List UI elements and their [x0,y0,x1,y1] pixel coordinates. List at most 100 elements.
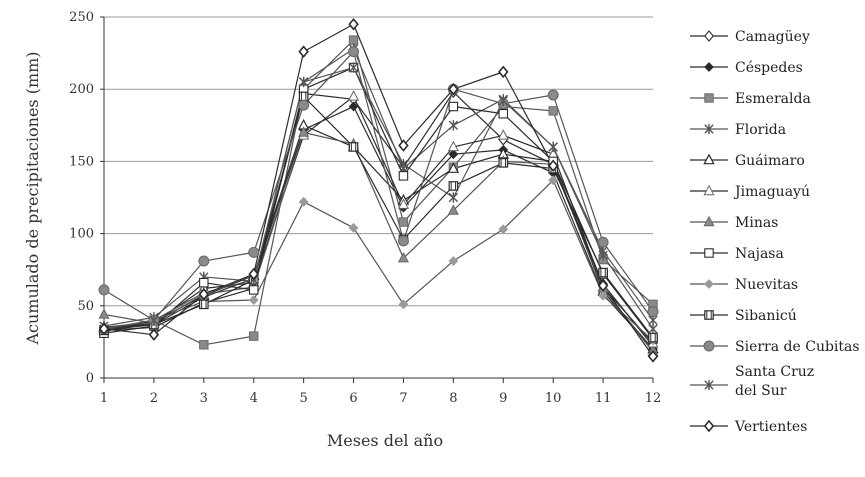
x-tick-label: 12 [645,391,662,406]
data-point-nuevitas [298,196,309,207]
legend-item-jimaguayu: Jimaguayú [690,184,810,200]
legend-label: Guáimaro [735,153,805,169]
series-lines [103,23,654,357]
series-line-nuevitas [103,179,654,341]
x-tick-label: 11 [595,391,612,406]
data-point-vertientes [647,350,659,363]
legend-swatch-marker [704,62,714,72]
data-point-minas [397,251,409,263]
data-point-jimaguayu [397,198,409,209]
data-point-sibanicu [498,158,509,168]
x-tick-label: 10 [545,391,562,406]
data-point-santa-cruz-del-sur [548,141,558,153]
legend-item-cespedes: Céspedes [690,60,803,76]
legend-label: del Sur [735,383,787,399]
legend-swatch-marker [704,123,714,135]
series-line-florida [103,48,654,327]
x-tick-label: 2 [150,391,158,406]
data-point-sibanicu [648,332,658,343]
legend-label: Sierra de Cubitas [735,339,860,355]
legend-label: Najasa [735,246,784,262]
x-tick-label: 9 [499,391,507,406]
data-point-minas [98,308,110,319]
series-markers [98,17,659,363]
legend-item-nuevitas: Nuevitas [690,277,798,293]
data-point-sierra-de-cubitas [198,255,210,267]
data-point-najasa [498,108,509,119]
legend-swatch-marker [703,215,715,227]
data-point-vertientes [98,322,110,336]
legend-swatch-marker [703,419,715,433]
legend-label: Camagüey [735,29,810,45]
data-point-minas [298,126,310,137]
series-line-jimaguayu [103,95,654,344]
x-tick-label: 5 [299,391,307,406]
data-point-sibanicu [348,142,359,152]
data-point-jimaguayu [497,129,509,140]
series-line-cespedes [103,105,654,350]
data-point-santa-cruz-del-sur [448,192,459,203]
legend-label: Santa Cruz [735,364,814,380]
series-line-esmeralda [103,39,654,346]
x-tick-label: 1 [100,391,108,406]
y-tick-label: 150 [69,154,94,169]
data-point-sibanicu [199,299,209,310]
legend: Camagüey Céspedes Esmeralda Florida Guáimaro… [690,29,860,435]
data-point-santa-cruz-del-sur [498,95,508,106]
data-point-sierra-de-cubitas [298,99,310,111]
data-point-santa-cruz-del-sur [598,250,608,261]
series-line-santa-cruz-del-sur [103,66,654,330]
data-point-nuevitas [248,295,259,305]
series-line-guaimaro [103,124,654,350]
legend-label: Vertientes [734,419,807,435]
legend-swatch-marker [704,30,714,42]
data-point-guaimaro [447,162,460,173]
legend-item-guaimaro: Guáimaro [690,153,805,169]
data-point-vertientes [298,45,309,58]
y-tick-label: 250 [69,10,94,25]
legend-swatch-marker [703,184,715,196]
legend-label: Nuevitas [735,277,798,293]
legend-item-florida: Florida [690,122,786,138]
data-point-cespedes [348,101,359,112]
y-tick-label: 100 [69,227,94,242]
legend-label: Florida [735,122,786,138]
x-tick-label: 8 [449,391,457,406]
data-point-santa-cruz-del-sur [348,62,359,73]
legend-label: Minas [735,215,778,231]
data-point-minas [447,204,459,215]
legend-label: Esmeralda [735,91,811,107]
legend-item-camaguey: Camagüey [690,29,810,45]
y-tick-label: 200 [69,82,94,97]
legend-swatch-marker [704,379,714,391]
data-point-vertientes [348,17,359,31]
data-point-santa-cruz-del-sur [149,315,159,326]
data-point-sibanicu [598,267,608,278]
data-point-sibanicu [298,91,309,102]
legend-label: Céspedes [735,60,803,76]
data-point-nuevitas [548,175,559,186]
legend-item-esmeralda: Esmeralda [690,91,811,107]
data-point-santa-cruz-del-sur [298,76,309,88]
y-tick-label: 0 [86,371,94,386]
data-point-nuevitas [348,222,359,233]
grid-lines [104,16,653,307]
data-point-esmeralda [199,340,209,350]
data-point-vertientes [547,159,559,172]
data-point-sibanicu [448,181,459,191]
legend-item-minas: Minas [690,215,778,231]
data-point-najasa [398,171,409,181]
data-point-sierra-de-cubitas [98,284,110,296]
legend-item-sibanicu: Sibanicú [690,308,797,324]
legend-item-vertientes: Vertientes [690,419,807,435]
legend-swatch-marker [704,248,714,258]
y-tick-label: 50 [77,299,94,314]
x-tick-label: 6 [349,391,357,406]
legend-label: Sibanicú [735,308,797,324]
legend-item-santa-cruz-del-sur: Santa Cruz del Sur [690,364,814,399]
legend-swatch-marker [704,310,714,320]
data-point-vertientes [597,279,609,292]
data-point-nuevitas [398,299,409,310]
